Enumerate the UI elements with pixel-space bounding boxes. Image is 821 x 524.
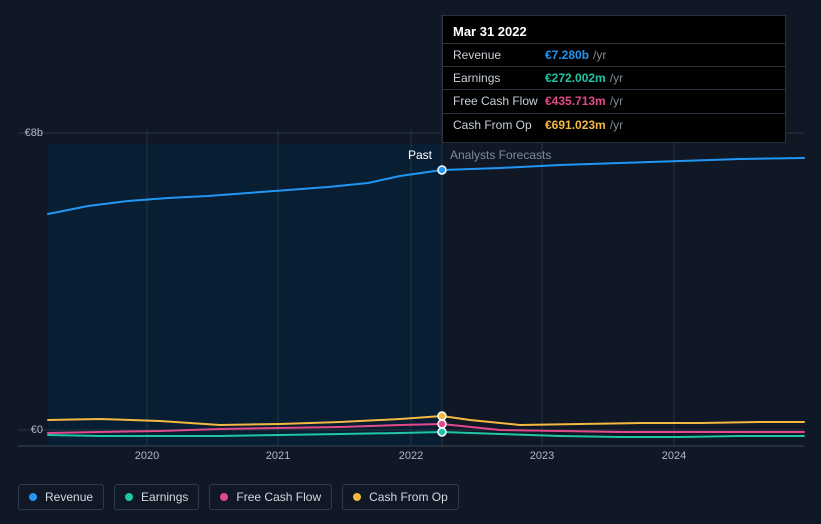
- tooltip-row-earnings: Earnings €272.002m /yr: [443, 66, 785, 89]
- tooltip-row-revenue: Revenue €7.280b /yr: [443, 43, 785, 66]
- legend-item-fcf[interactable]: Free Cash Flow: [209, 484, 332, 510]
- tooltip-row-label: Earnings: [453, 70, 545, 86]
- legend-dot: [125, 493, 133, 501]
- legend-dot: [353, 493, 361, 501]
- chart-tooltip: Mar 31 2022 Revenue €7.280b /yr Earnings…: [442, 15, 786, 143]
- tooltip-row-unit: /yr: [593, 47, 606, 63]
- tooltip-row-unit: /yr: [610, 117, 623, 133]
- x-tick-1: 2021: [266, 450, 290, 462]
- legend-item-revenue[interactable]: Revenue: [18, 484, 104, 510]
- legend-label: Revenue: [45, 490, 93, 504]
- tooltip-row-label: Cash From Op: [453, 117, 545, 133]
- tooltip-row-unit: /yr: [610, 70, 623, 86]
- chart-legend: Revenue Earnings Free Cash Flow Cash Fro…: [18, 484, 459, 510]
- legend-dot: [29, 493, 37, 501]
- tooltip-title: Mar 31 2022: [443, 22, 785, 43]
- y-tick-max: €8b: [25, 127, 43, 139]
- legend-label: Free Cash Flow: [236, 490, 321, 504]
- legend-item-cfo[interactable]: Cash From Op: [342, 484, 459, 510]
- tooltip-row-unit: /yr: [610, 93, 623, 109]
- x-tick-0: 2020: [135, 450, 159, 462]
- legend-label: Earnings: [141, 490, 188, 504]
- tooltip-row-label: Revenue: [453, 47, 545, 63]
- section-label-forecast: Analysts Forecasts: [450, 148, 551, 162]
- tooltip-row-value: €7.280b: [545, 47, 589, 63]
- tooltip-row-value: €272.002m: [545, 70, 606, 86]
- tooltip-row-label: Free Cash Flow: [453, 93, 545, 109]
- x-tick-4: 2024: [662, 450, 686, 462]
- legend-dot: [220, 493, 228, 501]
- financials-chart: €8b €0 2020 2021 2022 2023 2024 Past Ana…: [0, 0, 821, 524]
- tooltip-row-value: €435.713m: [545, 93, 606, 109]
- section-label-past: Past: [408, 148, 432, 162]
- x-tick-3: 2023: [530, 450, 554, 462]
- legend-item-earnings[interactable]: Earnings: [114, 484, 199, 510]
- tooltip-row-value: €691.023m: [545, 117, 606, 133]
- tooltip-row-cfo: Cash From Op €691.023m /yr: [443, 113, 785, 136]
- x-tick-2: 2022: [399, 450, 423, 462]
- legend-label: Cash From Op: [369, 490, 448, 504]
- y-tick-zero: €0: [31, 424, 43, 436]
- tooltip-row-fcf: Free Cash Flow €435.713m /yr: [443, 89, 785, 112]
